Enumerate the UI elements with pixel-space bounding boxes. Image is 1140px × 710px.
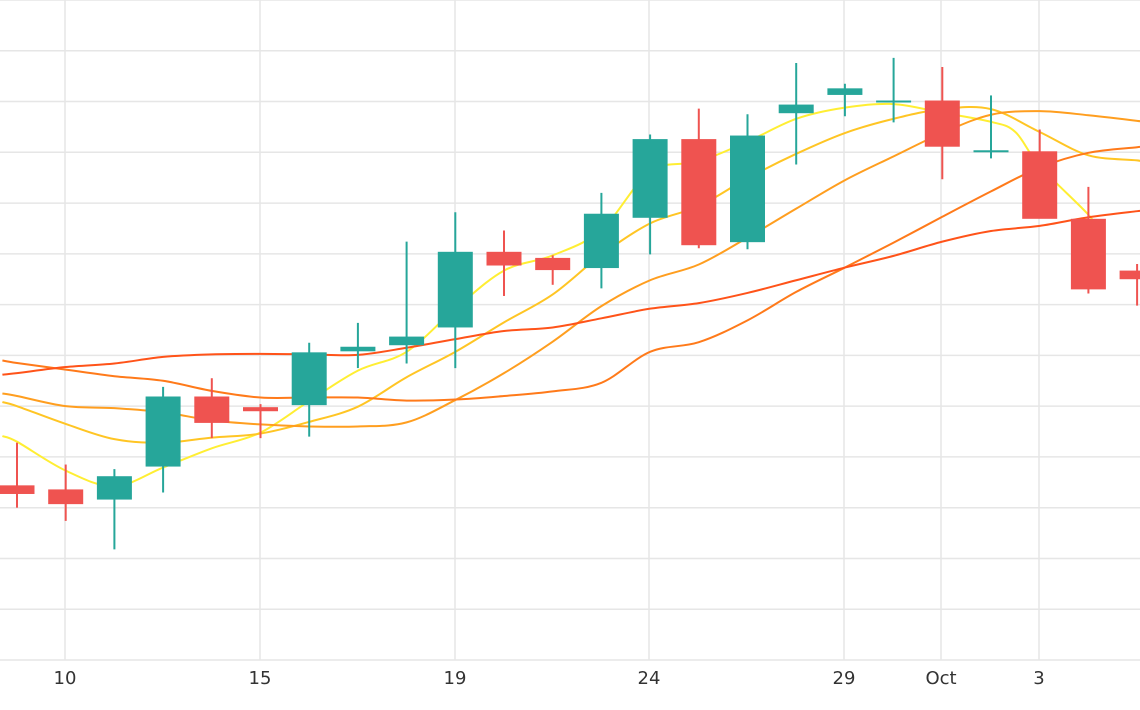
x-tick-label: 29 xyxy=(833,668,856,689)
x-tick-label: 10 xyxy=(54,668,77,689)
candle-body xyxy=(194,396,230,423)
candle-body xyxy=(1119,270,1140,280)
candle-body xyxy=(876,100,912,103)
candle-body xyxy=(778,104,814,114)
candles xyxy=(0,57,1140,550)
x-tick-label: 15 xyxy=(249,668,272,689)
candle-body xyxy=(535,257,571,271)
candle-body xyxy=(96,476,132,500)
candle-body xyxy=(681,139,717,246)
x-tick-label: 3 xyxy=(1033,668,1044,689)
moving-average-line xyxy=(2,145,1140,402)
candle-body xyxy=(291,352,327,406)
candle-body xyxy=(1022,151,1058,219)
candle-body xyxy=(243,407,278,412)
candle-body xyxy=(340,346,376,352)
x-tick-label: 19 xyxy=(444,668,467,689)
moving-average-line xyxy=(2,209,1140,376)
x-tick-label: Oct xyxy=(925,668,956,689)
candle-body xyxy=(632,139,668,218)
candle-body xyxy=(0,485,35,494)
candle-body xyxy=(145,396,181,467)
candle-body xyxy=(486,251,522,266)
candle-body xyxy=(583,213,619,269)
candle-body xyxy=(437,251,473,328)
x-tick-label: 24 xyxy=(638,668,661,689)
candle-body xyxy=(48,489,84,505)
candle-body xyxy=(827,88,863,95)
x-axis: 10 15 19 24 29 Oct 3 xyxy=(54,668,1045,689)
candle-body xyxy=(1070,218,1106,290)
candle-body xyxy=(924,100,960,147)
candle-body xyxy=(389,336,425,346)
candle-body xyxy=(973,150,1009,153)
moving-average-line xyxy=(2,106,1140,444)
moving-average-line xyxy=(2,110,1140,428)
candle-body xyxy=(730,135,765,243)
